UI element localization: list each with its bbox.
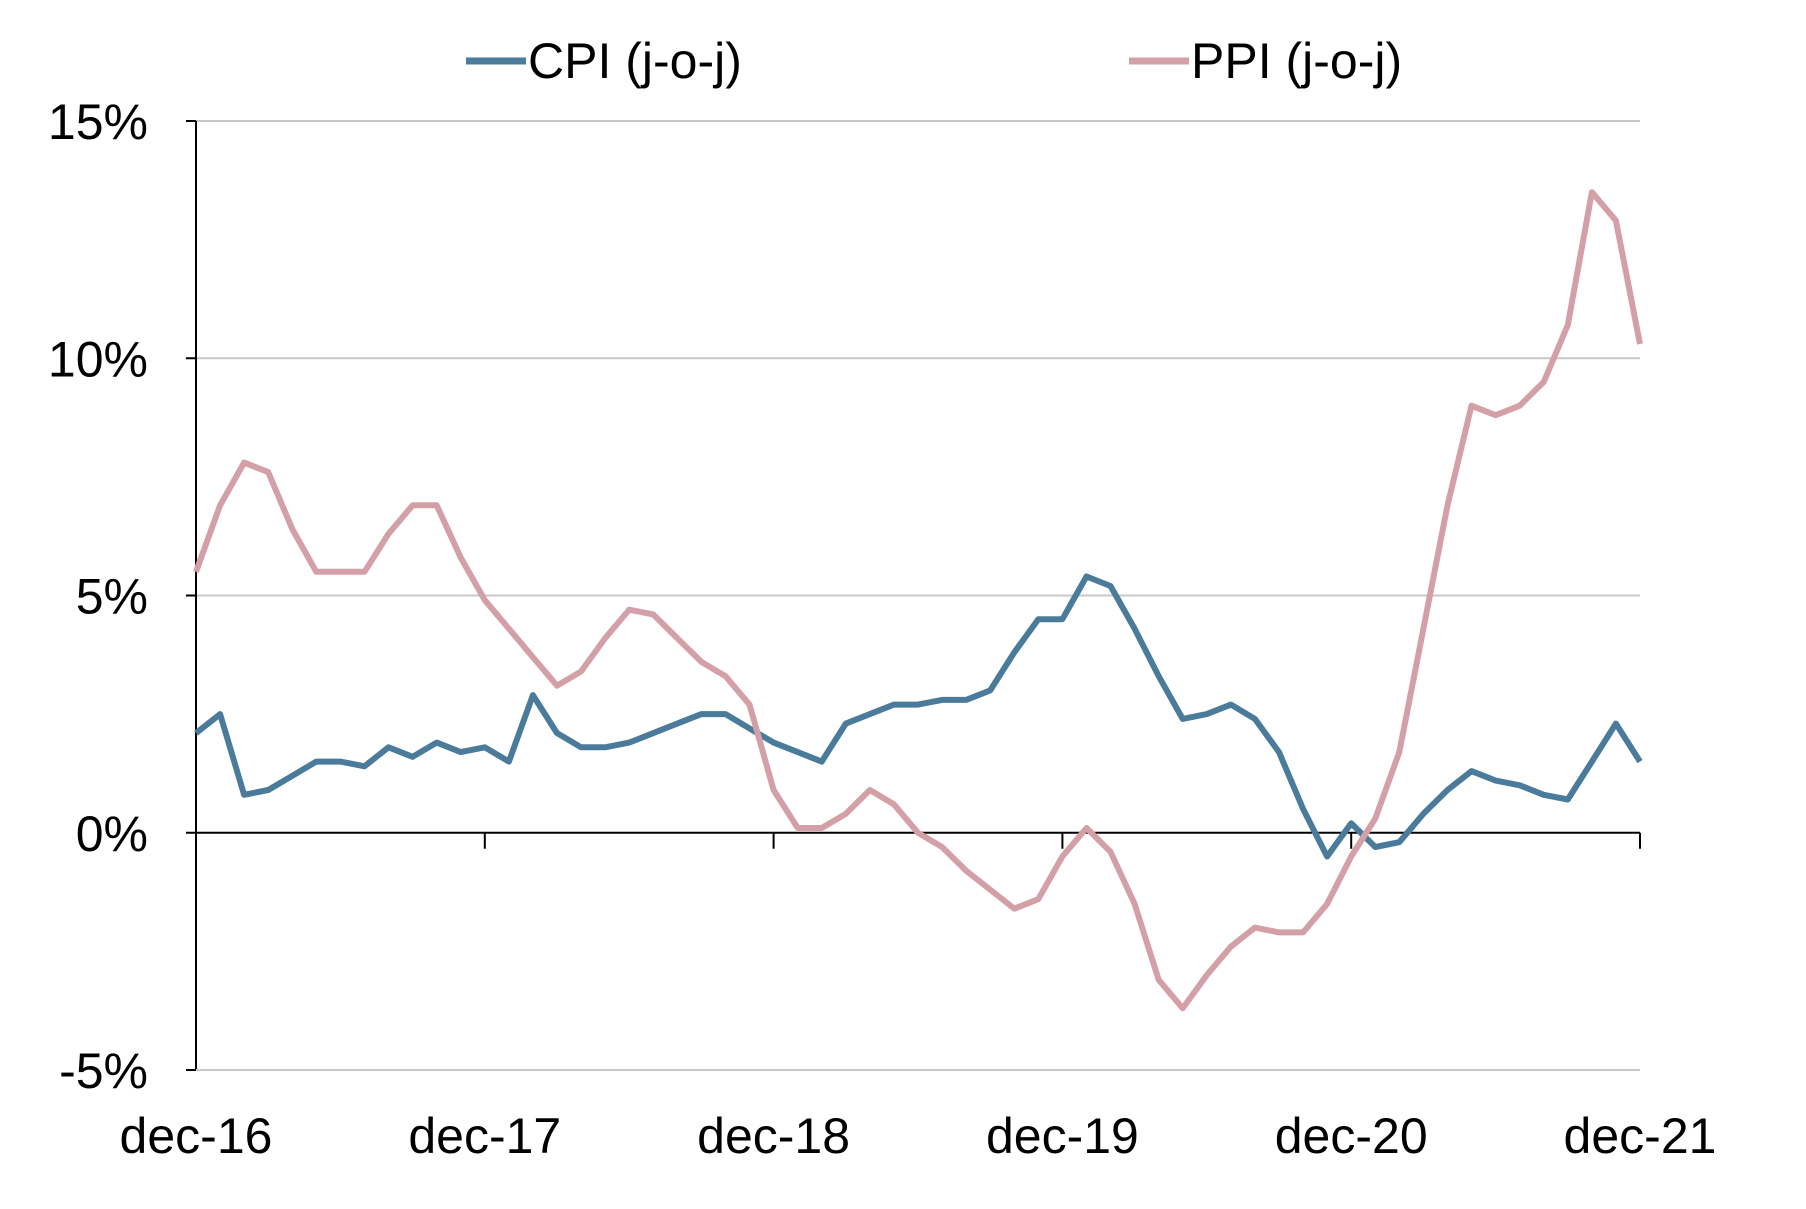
series-line-cpi bbox=[194, 573, 1643, 860]
legend-label: PPI (j-o-j) bbox=[1191, 33, 1402, 89]
x-tick-label: dec-21 bbox=[1564, 1108, 1717, 1164]
x-tick-label: dec-19 bbox=[986, 1108, 1139, 1164]
x-tick-label: dec-20 bbox=[1275, 1108, 1428, 1164]
legend-label: CPI (j-o-j) bbox=[528, 33, 742, 89]
series-line-ppi bbox=[193, 189, 1643, 1012]
y-tick-label: 15% bbox=[48, 94, 148, 150]
axes: 15% 10% 5% 0% -5% dec-16 dec-17 dec-18 dec-19 dec… bbox=[48, 94, 1717, 1164]
x-tick-label: dec-18 bbox=[697, 1108, 850, 1164]
y-tick-label: -5% bbox=[59, 1043, 148, 1099]
legend: CPI (j-o-j) PPI (j-o-j) bbox=[466, 33, 1402, 89]
x-tick-label: dec-16 bbox=[120, 1108, 273, 1164]
y-tick-label: 0% bbox=[76, 806, 148, 862]
series-lines bbox=[193, 189, 1643, 1012]
x-tick-label: dec-17 bbox=[408, 1108, 561, 1164]
gridlines bbox=[196, 120, 1640, 597]
y-tick-label: 10% bbox=[48, 331, 148, 387]
y-tick-label: 5% bbox=[76, 569, 148, 625]
